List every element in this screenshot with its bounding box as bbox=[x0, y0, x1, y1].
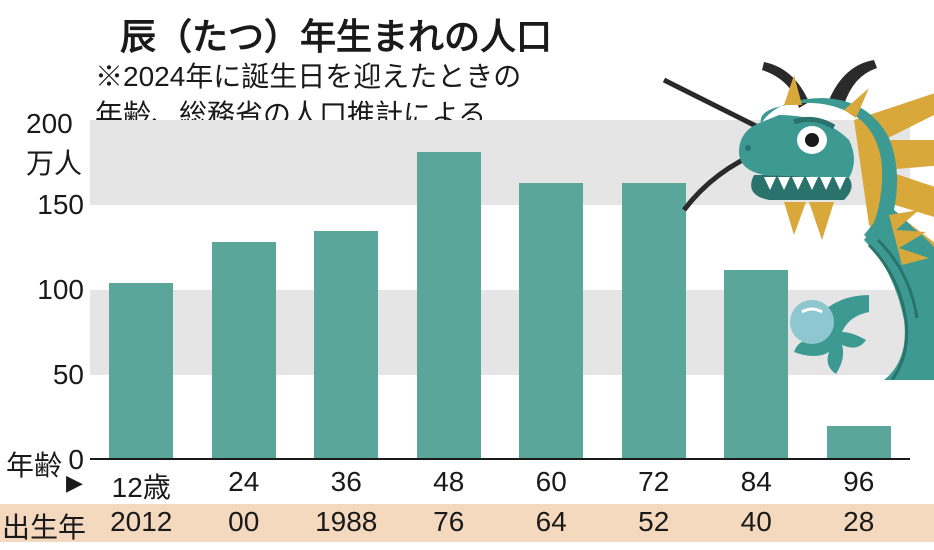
year-cell: 52 bbox=[603, 506, 706, 538]
year-cell: 00 bbox=[193, 506, 296, 538]
year-cell: 2012 bbox=[90, 506, 193, 538]
dragon-icon bbox=[644, 60, 934, 380]
age-cell: 36 bbox=[295, 466, 398, 498]
bar bbox=[109, 283, 173, 460]
age-cell: 12歳 bbox=[90, 466, 193, 506]
x-axis-baseline bbox=[90, 458, 910, 460]
age-cell: 84 bbox=[705, 466, 808, 498]
chart-container: 辰（たつ）年生まれの人口 ※2024年に誕生日を迎えたときの 年齢、総務省の人口… bbox=[0, 0, 934, 550]
bar bbox=[314, 231, 378, 461]
bar bbox=[417, 152, 481, 460]
y-tick-label: 50 bbox=[24, 359, 84, 391]
age-cell: 48 bbox=[398, 466, 501, 498]
year-cell: 28 bbox=[808, 506, 911, 538]
chart-title: 辰（たつ）年生まれの人口 bbox=[120, 8, 552, 60]
bar bbox=[212, 242, 276, 460]
age-row-label: 年齢 bbox=[6, 444, 62, 484]
year-row-label: 出生年 bbox=[2, 506, 86, 546]
age-row-marker: ▶ bbox=[66, 470, 83, 496]
y-tick-label: 150 bbox=[24, 189, 84, 221]
year-cell: 40 bbox=[705, 506, 808, 538]
age-cell: 72 bbox=[603, 466, 706, 498]
year-cell: 76 bbox=[398, 506, 501, 538]
age-cell: 96 bbox=[808, 466, 911, 498]
bar bbox=[827, 426, 891, 460]
y-unit-label: 万人 bbox=[26, 142, 82, 182]
year-cell: 1988 bbox=[295, 506, 398, 538]
bar bbox=[519, 183, 583, 460]
year-row: 出生年 20120019887664524028 bbox=[0, 504, 934, 542]
subtitle-line-1: ※2024年に誕生日を迎えたときの bbox=[95, 61, 521, 92]
y-tick-label: 100 bbox=[24, 274, 84, 306]
y-max-label: 200 bbox=[26, 108, 73, 140]
age-cell: 60 bbox=[500, 466, 603, 498]
year-cell: 64 bbox=[500, 506, 603, 538]
age-cell: 24 bbox=[193, 466, 296, 498]
